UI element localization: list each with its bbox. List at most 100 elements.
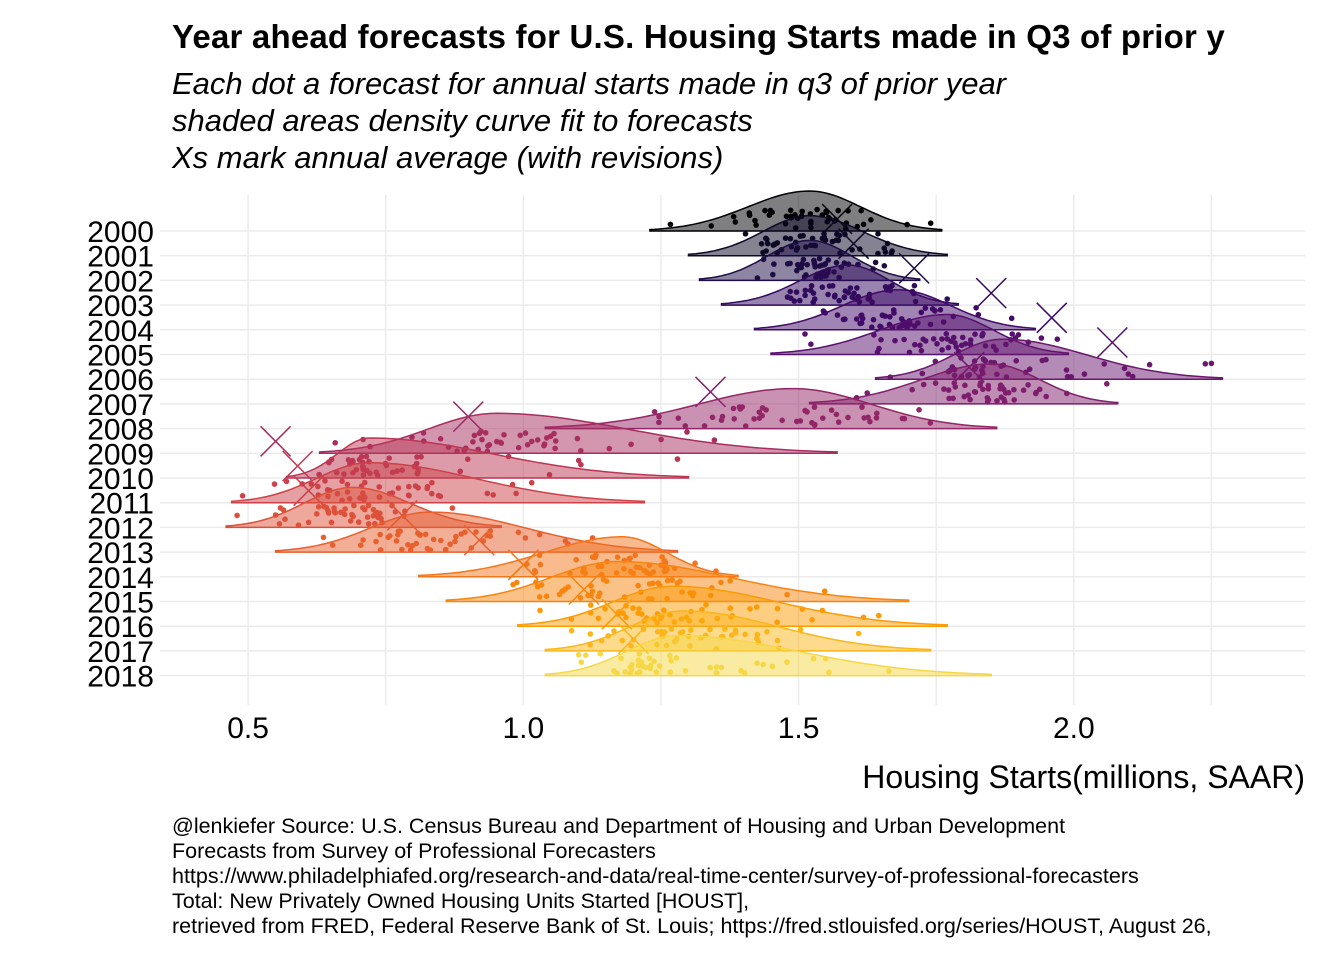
forecast-dot	[787, 235, 794, 242]
forecast-dot	[412, 483, 419, 489]
actual-x-marker	[260, 425, 292, 457]
forecast-dot	[424, 483, 431, 490]
forecast-dot	[867, 418, 873, 425]
forecast-dot	[804, 261, 810, 268]
forecast-dot	[360, 537, 366, 543]
forecast-dot	[443, 546, 449, 553]
forecast-dot	[498, 440, 505, 446]
forecast-dot	[673, 655, 680, 661]
forecast-dot	[636, 651, 643, 657]
forecast-dot	[407, 547, 414, 553]
forecast-dot	[911, 282, 918, 289]
forecast-dot	[632, 552, 638, 559]
caption-line-4: Total: New Privately Owned Housing Units…	[172, 889, 750, 913]
forecast-dot	[753, 222, 759, 228]
forecast-dot	[568, 627, 575, 634]
forecast-dot	[959, 334, 966, 341]
forecast-dot	[985, 382, 992, 389]
forecast-dot	[537, 607, 543, 614]
forecast-dot	[650, 580, 656, 587]
forecast-dot	[1033, 389, 1039, 396]
forecast-dot	[871, 332, 877, 338]
forecast-dot	[854, 285, 860, 291]
forecast-dot	[870, 316, 877, 323]
forecast-dot	[906, 349, 913, 356]
forecast-dot	[1208, 360, 1215, 367]
forecast-dot	[305, 519, 312, 526]
forecast-dot	[847, 285, 854, 291]
forecast-dot	[835, 419, 842, 425]
forecast-dot	[395, 485, 402, 491]
forecast-dot	[1081, 371, 1088, 377]
forecast-dot	[668, 626, 675, 632]
forecast-dot	[929, 306, 936, 312]
forecast-dot	[980, 330, 986, 337]
forecast-dot	[888, 250, 895, 257]
forecast-dot	[1054, 336, 1061, 343]
forecast-dot	[731, 416, 737, 422]
forecast-dot	[782, 235, 789, 241]
forecast-dot	[682, 668, 689, 674]
forecast-dot	[636, 606, 642, 612]
forecast-dot	[873, 415, 880, 421]
forecast-dot	[1121, 365, 1128, 372]
forecast-dot	[654, 628, 661, 635]
forecast-dot	[578, 448, 584, 454]
forecast-dot	[536, 531, 543, 538]
forecast-dot	[834, 231, 840, 237]
forecast-dot	[501, 432, 507, 438]
forecast-dot	[325, 510, 332, 516]
forecast-dot	[682, 423, 689, 429]
forecast-dot	[350, 458, 356, 465]
x-tick-label: 2.0	[1053, 712, 1095, 745]
forecast-dot	[470, 439, 476, 445]
forecast-dot	[365, 502, 372, 509]
forecast-dot	[887, 374, 893, 381]
ridge-2009	[260, 412, 838, 457]
forecast-dot	[332, 440, 339, 446]
forecast-dot	[1011, 386, 1017, 393]
forecast-dot	[708, 223, 715, 229]
forecast-dot	[732, 219, 739, 225]
forecast-dot	[943, 331, 950, 337]
forecast-dot	[713, 664, 720, 670]
forecast-dot	[575, 651, 582, 658]
year-label: 2002	[87, 265, 154, 298]
forecast-dot	[465, 456, 471, 463]
forecast-dot	[997, 382, 1004, 389]
forecast-dot	[819, 607, 826, 614]
forecast-dot	[727, 578, 733, 584]
forecast-dot	[772, 241, 778, 247]
year-label: 2016	[87, 611, 154, 644]
forecast-dot	[707, 664, 713, 671]
grid-lines	[160, 195, 1305, 705]
forecast-dot	[405, 542, 411, 548]
forecast-dot	[829, 238, 836, 245]
forecast-dot	[376, 484, 383, 490]
forecast-dot	[756, 415, 763, 422]
caption-line-3: https://www.philadelphiafed.org/research…	[172, 864, 1139, 888]
forecast-dot	[639, 663, 646, 670]
year-label: 2012	[87, 512, 154, 545]
forecast-dot	[409, 434, 415, 441]
forecast-dot	[618, 655, 624, 662]
forecast-dot	[878, 337, 884, 343]
forecast-dot	[573, 556, 579, 563]
forecast-dot	[505, 453, 512, 460]
forecast-dot	[485, 443, 491, 449]
forecast-dot	[308, 481, 315, 487]
forecast-dot	[904, 221, 910, 228]
forecast-dot	[718, 579, 724, 586]
forecast-dot	[1013, 358, 1019, 364]
forecast-dot	[1011, 397, 1017, 403]
forecast-dot	[759, 405, 766, 411]
forecast-dot	[892, 337, 898, 344]
forecast-dot	[595, 593, 602, 600]
actual-x-marker	[568, 573, 600, 606]
forecast-dot	[802, 407, 808, 414]
forecast-dot	[950, 395, 956, 402]
forecast-dot	[764, 236, 770, 243]
forecast-dot	[799, 606, 806, 612]
forecast-dot	[1025, 382, 1031, 388]
year-label: 2003	[87, 290, 154, 323]
